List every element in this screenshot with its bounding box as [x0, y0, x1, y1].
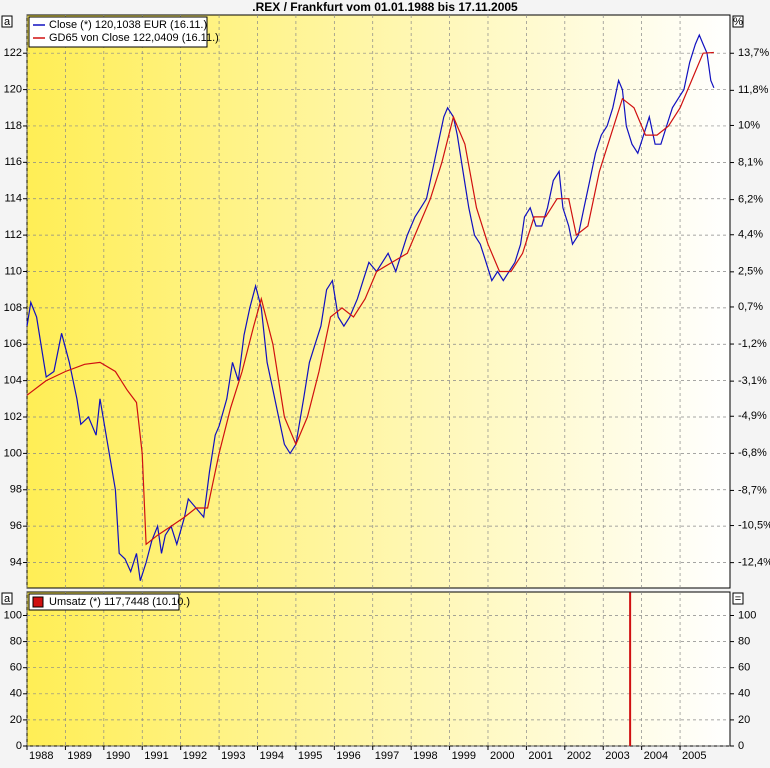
legend-label: Umsatz (*) 117,7448 (10.10.) [49, 596, 190, 608]
y2-unit: % [733, 16, 743, 28]
y2-tick-label: 13,7% [738, 47, 769, 59]
y2-tick-label: 80 [738, 635, 750, 647]
x-tick-label: 2003 [605, 750, 629, 762]
y2-tick-label: -1,2% [738, 338, 767, 350]
x-tick-label: 1998 [413, 750, 437, 762]
y-tick-label: 80 [10, 635, 22, 647]
y2-tick-label: 0,7% [738, 301, 763, 313]
y2-tick-label: -8,7% [738, 484, 767, 496]
x-tick-label: 1999 [452, 750, 476, 762]
y2-tick-label: 11,8% [738, 84, 769, 96]
y-tick-label: 112 [4, 229, 22, 241]
y2-tick-label: 4,4% [738, 229, 763, 241]
y-tick-label: 104 [4, 375, 22, 387]
y-tick-label: 96 [10, 520, 22, 532]
legend-box [28, 593, 180, 611]
x-tick-label: 1990 [106, 750, 130, 762]
y-tick-label: 120 [4, 83, 22, 95]
x-tick-label: 1992 [183, 750, 207, 762]
y-tick-label: 122 [4, 47, 22, 59]
unit-box [732, 15, 744, 28]
y2-tick-label: -10,5% [738, 519, 770, 531]
x-tick-label: 2002 [567, 750, 591, 762]
x-tick-label: 1994 [259, 750, 283, 762]
bar [629, 592, 632, 746]
legend-label: GD65 von Close 122,0409 (16.11.) [49, 32, 219, 44]
x-tick-label: 1995 [298, 750, 322, 762]
y2-tick-label: 100 [738, 609, 756, 621]
x-tick-label: 2001 [528, 750, 552, 762]
y2-tick-label: 60 [738, 662, 750, 674]
y-tick-label: 100 [4, 609, 22, 621]
y-tick-label: 100 [4, 447, 22, 459]
y2-tick-label: 40 [738, 688, 750, 700]
plot-area [26, 591, 731, 747]
y-tick-label: 60 [10, 662, 22, 674]
line [26, 33, 715, 581]
y2-tick-label: -3,1% [738, 375, 767, 387]
line [26, 51, 714, 546]
y-tick-label: 110 [4, 265, 22, 277]
x-tick-label: 2004 [644, 750, 668, 762]
y2-tick-label: 6,2% [738, 194, 763, 206]
x-tick-label: 1993 [221, 750, 245, 762]
y2-tick-label: -4,9% [738, 410, 767, 422]
y2-tick-label: -12,4% [738, 557, 770, 569]
y2-tick-label: 0 [738, 740, 744, 752]
y-tick-label: 108 [4, 302, 22, 314]
x-tick-label: 2000 [490, 750, 514, 762]
y2-unit: = [735, 593, 741, 605]
x-tick-label: 2005 [682, 750, 706, 762]
y-tick-label: 40 [10, 688, 22, 700]
y-tick-label: 98 [10, 484, 22, 496]
y-unit: a [4, 16, 11, 28]
unit-box [732, 592, 744, 605]
legend-label: Close (*) 120,1038 EUR (16.11.) [49, 19, 207, 31]
y2-tick-label: 10% [738, 119, 760, 131]
y2-tick-label: 20 [738, 714, 750, 726]
chart-title: .REX / Frankfurt vom 01.01.1988 bis 17.1… [252, 0, 518, 14]
y-tick-label: 106 [4, 338, 22, 350]
x-tick-label: 1996 [336, 750, 360, 762]
y-tick-label: 114 [4, 193, 22, 205]
y2-tick-label: -6,8% [738, 447, 767, 459]
y-unit: a [4, 593, 11, 605]
y-tick-label: 102 [4, 411, 22, 423]
unit-box [1, 15, 13, 28]
y2-tick-label: 2,5% [738, 266, 763, 278]
unit-box [1, 592, 13, 605]
y-tick-label: 0 [16, 740, 22, 752]
x-tick-label: 1988 [29, 750, 53, 762]
legend-box [28, 16, 208, 48]
x-tick-label: 1997 [375, 750, 399, 762]
y-tick-label: 116 [4, 156, 22, 168]
y-tick-label: 118 [4, 120, 22, 132]
y2-tick-label: 8,1% [738, 156, 763, 168]
y-tick-label: 94 [10, 556, 22, 568]
x-tick-label: 1991 [144, 750, 168, 762]
y-tick-label: 20 [10, 714, 22, 726]
x-tick-label: 1989 [67, 750, 91, 762]
legend-swatch [32, 596, 44, 608]
